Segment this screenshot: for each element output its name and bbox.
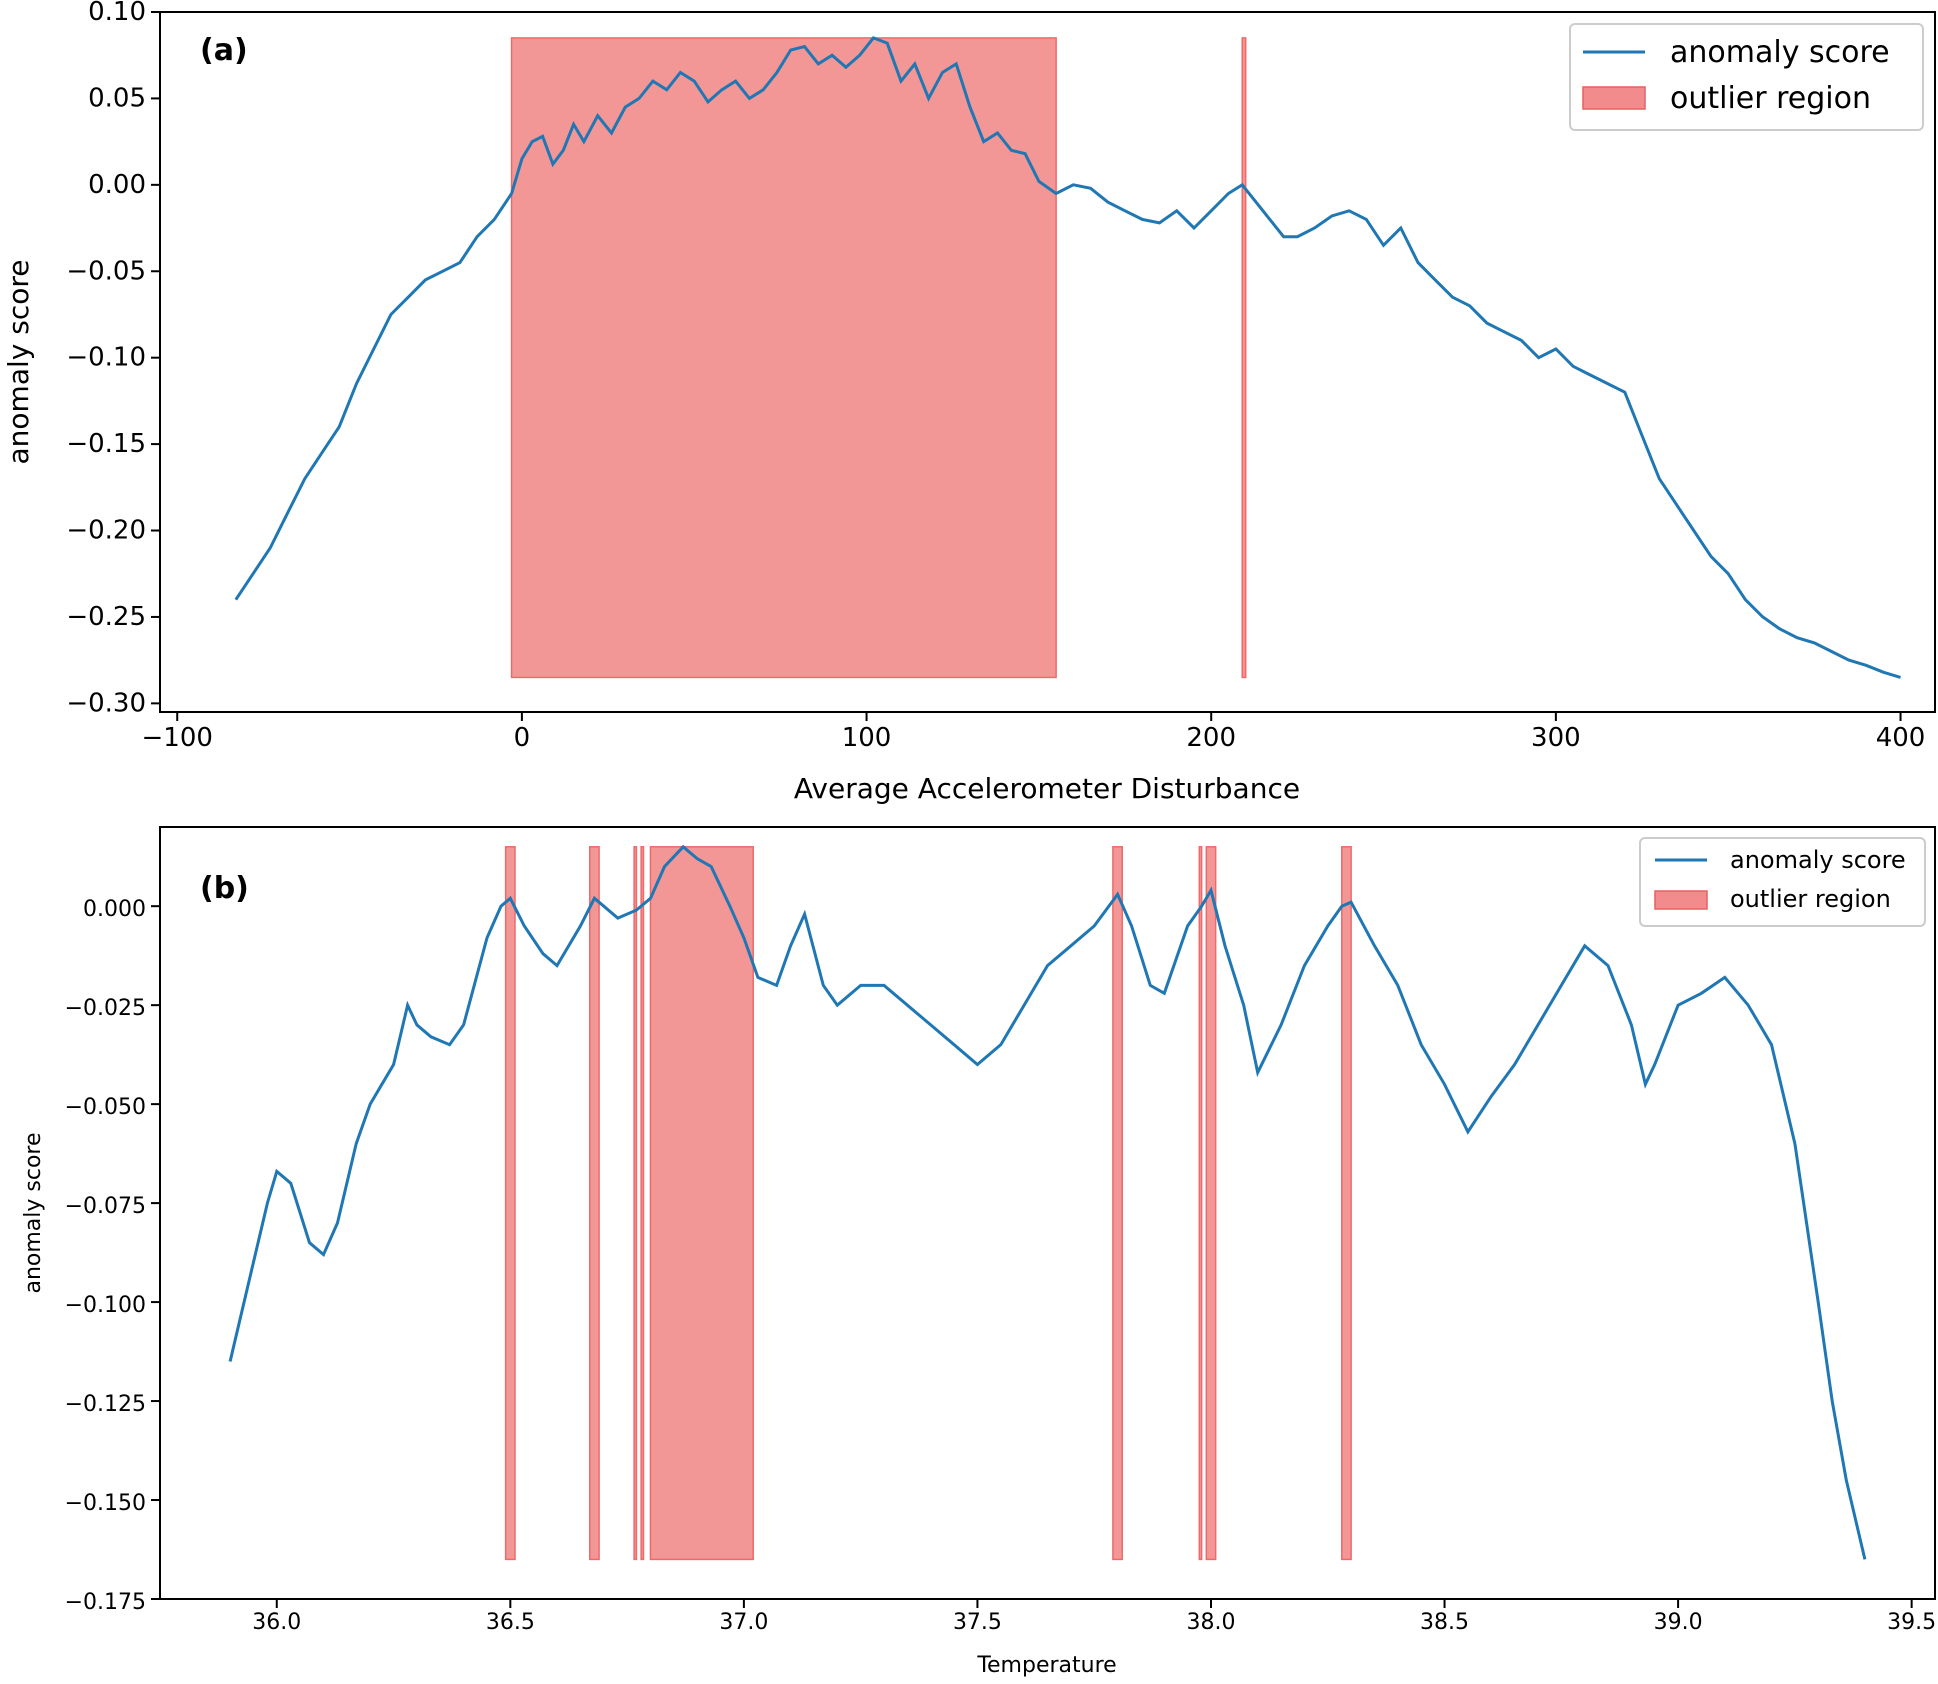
- y-tick-label-b-2: −0.050: [65, 1095, 146, 1120]
- x-axis-title-a: Average Accelerometer Disturbance: [794, 772, 1300, 805]
- x-tick-label-b-7: 39.5: [1887, 1610, 1936, 1635]
- outlier-region-b-9: [1341, 846, 1352, 1561]
- y-tick-label-a-3: −0.05: [66, 256, 146, 286]
- axes-frame-b: [159, 826, 1936, 1600]
- outlier-region-b-1: [504, 846, 516, 1561]
- x-tick-label-a-4: 300: [1531, 723, 1581, 753]
- y-tick-label-b-6: −0.150: [65, 1491, 146, 1516]
- outlier-region-b-7: [1198, 846, 1203, 1561]
- x-tick-label-a-2: 100: [842, 723, 892, 753]
- y-tick-label-a-7: −0.25: [66, 602, 146, 632]
- outlier-regions-b: [504, 846, 1352, 1561]
- panel-a: −100 0 100 200 300 400 0.10 0.05 0.00 −0.05 −0.10…: [2, 0, 1936, 805]
- y-tick-label-a-5: −0.15: [66, 429, 146, 459]
- x-tick-label-b-2: 37.0: [719, 1610, 768, 1635]
- legend-label-outlier-region-a: outlier region: [1670, 81, 1871, 116]
- outlier-region-b-6: [1112, 846, 1123, 1561]
- legend-label-anomaly-score-a: anomaly score: [1670, 35, 1890, 70]
- x-tick-label-b-0: 36.0: [252, 1610, 301, 1635]
- y-tick-label-b-3: −0.075: [65, 1194, 146, 1219]
- x-tick-label-b-3: 37.5: [953, 1610, 1002, 1635]
- x-tick-label-b-5: 38.5: [1420, 1610, 1469, 1635]
- y-axis-title-a: anomaly score: [2, 260, 35, 465]
- y-tick-label-a-4: −0.10: [66, 343, 146, 373]
- x-tick-label-a-5: 400: [1876, 723, 1926, 753]
- y-tick-label-b-1: −0.025: [65, 996, 146, 1021]
- outlier-region-b-3: [633, 846, 638, 1561]
- y-tick-label-b-0: 0.000: [83, 897, 146, 922]
- x-ticks-b: 36.0 36.5 37.0 37.5 38.0 38.5 39.0 39.5: [252, 1599, 1936, 1635]
- legend-label-outlier-region-b: outlier region: [1730, 885, 1891, 913]
- legend-label-anomaly-score-b: anomaly score: [1730, 846, 1906, 874]
- y-tick-label-b-5: −0.125: [65, 1392, 146, 1417]
- outlier-region-a-2: [1241, 37, 1247, 679]
- panel-label-a: (a): [200, 33, 248, 68]
- y-ticks-a: 0.10 0.05 0.00 −0.05 −0.10 −0.15 −0.20 −0.25 −0.…: [66, 0, 160, 718]
- x-ticks-a: −100 0 100 200 300 400: [142, 712, 1926, 753]
- x-tick-label-a-3: 200: [1186, 723, 1236, 753]
- x-tick-label-a-0: −100: [142, 723, 213, 753]
- y-axis-title-b: anomaly score: [21, 1132, 46, 1293]
- x-tick-label-b-4: 38.0: [1186, 1610, 1235, 1635]
- y-tick-label-b-7: −0.175: [65, 1590, 146, 1615]
- y-ticks-b: 0.000 −0.025 −0.050 −0.075 −0.100 −0.125 −0.15…: [65, 897, 160, 1615]
- y-tick-label-a-2: 0.00: [88, 170, 146, 200]
- legend-box-b: [1639, 837, 1926, 927]
- outlier-regions-a: [510, 37, 1247, 679]
- y-tick-label-a-0: 0.10: [88, 0, 146, 27]
- outlier-region-b-4: [640, 846, 645, 1561]
- y-tick-label-a-8: −0.30: [66, 688, 146, 718]
- x-tick-label-b-1: 36.5: [486, 1610, 535, 1635]
- x-axis-title-b: Temperature: [976, 1653, 1116, 1678]
- panel-label-b: (b): [200, 871, 249, 906]
- outlier-region-a-1: [510, 37, 1057, 679]
- outlier-region-b-8: [1205, 846, 1217, 1561]
- outlier-region-b-2: [588, 846, 600, 1561]
- legend-b: anomaly score outlier region: [1639, 837, 1926, 927]
- legend-patch-swatch-a: [1582, 86, 1646, 110]
- x-tick-label-a-1: 0: [514, 723, 531, 753]
- legend-a: anomaly score outlier region: [1569, 23, 1924, 131]
- x-tick-label-b-6: 39.0: [1654, 1610, 1703, 1635]
- panel-b: 36.0 36.5 37.0 37.5 38.0 38.5 39.0 39.5 0.000 −0…: [21, 826, 1936, 1678]
- y-tick-label-b-4: −0.100: [65, 1293, 146, 1318]
- anomaly-score-line-a: [234, 36, 1901, 679]
- legend-box-a: [1569, 23, 1924, 131]
- y-tick-label-a-1: 0.05: [88, 83, 146, 113]
- y-tick-label-a-6: −0.20: [66, 516, 146, 546]
- anomaly-score-line-b: [228, 844, 1867, 1560]
- outlier-region-b-5: [649, 846, 754, 1561]
- legend-patch-swatch-b: [1654, 890, 1708, 910]
